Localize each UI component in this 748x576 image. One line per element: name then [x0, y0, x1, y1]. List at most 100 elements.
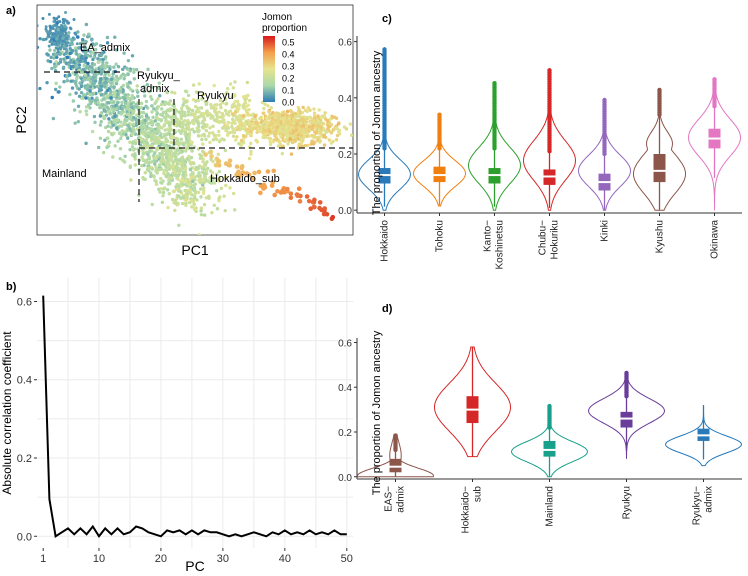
pca-point [156, 97, 160, 101]
pca-point [235, 99, 240, 104]
panel-b-ylabel: Absolute correlation coefficient [0, 331, 14, 495]
pca-point [126, 85, 130, 89]
pca-point [195, 129, 200, 133]
pca-point [118, 147, 123, 151]
pca-point [108, 112, 112, 116]
pca-point [158, 151, 162, 156]
pca-point [233, 100, 237, 104]
pca-point [123, 118, 127, 122]
pca-point [295, 119, 300, 123]
pca-point [335, 133, 340, 138]
pca-point [223, 148, 228, 153]
pca-point [186, 119, 190, 123]
pca-point [95, 96, 99, 100]
pca-point [161, 100, 165, 104]
pca-point [192, 189, 197, 193]
pca-point [62, 57, 66, 61]
pca-point [203, 174, 207, 179]
pca-point [212, 203, 216, 207]
pca-point [325, 123, 330, 127]
pca-point [47, 44, 51, 48]
pca-point [105, 61, 109, 65]
outlier-point [657, 87, 662, 93]
pca-point [61, 36, 65, 40]
iqr-box [543, 440, 556, 457]
pca-point [65, 19, 69, 23]
pca-point [210, 170, 215, 175]
pca-point [123, 93, 128, 97]
pca-point [62, 44, 67, 48]
pca-point [46, 53, 50, 57]
pca-point [226, 121, 230, 125]
pca-point [276, 111, 280, 116]
pca-point [129, 102, 134, 106]
pca-point [126, 72, 130, 76]
pca-point [334, 138, 339, 142]
pca-point [150, 136, 154, 140]
pca-point [199, 106, 204, 110]
pca-point [253, 114, 257, 119]
pca-point [98, 43, 103, 48]
pca-point [159, 176, 163, 181]
violin-ryukyu: Ryukyu [587, 370, 666, 519]
pca-point [47, 33, 51, 37]
pca-point [87, 97, 92, 101]
pca-point [189, 148, 194, 152]
y-tick-label: 0.6 [338, 338, 352, 349]
pca-point [118, 156, 122, 161]
pca-point [183, 132, 187, 136]
x-tick-label: Kyushu [655, 220, 666, 253]
x-tick-label: Kanto− [483, 220, 494, 252]
pca-point [55, 21, 59, 25]
pca-point [186, 113, 190, 117]
panel-b-label: b) [6, 281, 17, 293]
pca-point [38, 37, 42, 41]
pca-point [270, 121, 274, 125]
pca-point [100, 51, 104, 55]
pca-point [201, 157, 205, 161]
x-tick-label: Hokuriku [550, 220, 561, 259]
pca-point [154, 99, 159, 103]
iqr-box [620, 411, 633, 428]
pca-point [88, 85, 93, 89]
pca-point [271, 168, 277, 174]
violin-tohoku: Tohoku [412, 112, 467, 252]
pca-point [122, 51, 126, 55]
pca-point [98, 123, 103, 127]
pca-point [204, 129, 209, 133]
pca-point [70, 42, 75, 46]
pca-point [274, 131, 278, 136]
pca-point [155, 171, 159, 175]
pca-point [72, 108, 77, 112]
pca-point [57, 15, 61, 19]
pca-point [220, 115, 224, 119]
pca-point [98, 77, 103, 81]
pca-point [282, 130, 286, 134]
pca-point [68, 73, 72, 77]
pca-point [182, 143, 186, 147]
pca-point [50, 95, 54, 100]
pca-point [99, 65, 103, 69]
pca-point [180, 163, 185, 168]
pca-point [71, 71, 75, 75]
pca-point [148, 95, 153, 99]
pca-point [131, 126, 135, 130]
pca-point [86, 77, 90, 81]
pca-point [146, 161, 151, 165]
pca-point [116, 101, 120, 105]
pca-point [208, 126, 212, 130]
pca-point [263, 126, 268, 130]
pca-point [140, 163, 144, 168]
legend-title-2: proportion [262, 23, 307, 34]
pca-point [280, 151, 285, 156]
pca-point [199, 154, 204, 158]
pca-point [55, 17, 59, 21]
pca-point [80, 40, 85, 44]
pca-point [113, 144, 117, 148]
pca-point [161, 157, 165, 162]
outlier-point [712, 77, 717, 82]
pca-point [74, 65, 79, 69]
pca-point [225, 87, 230, 91]
pca-point [119, 136, 123, 141]
